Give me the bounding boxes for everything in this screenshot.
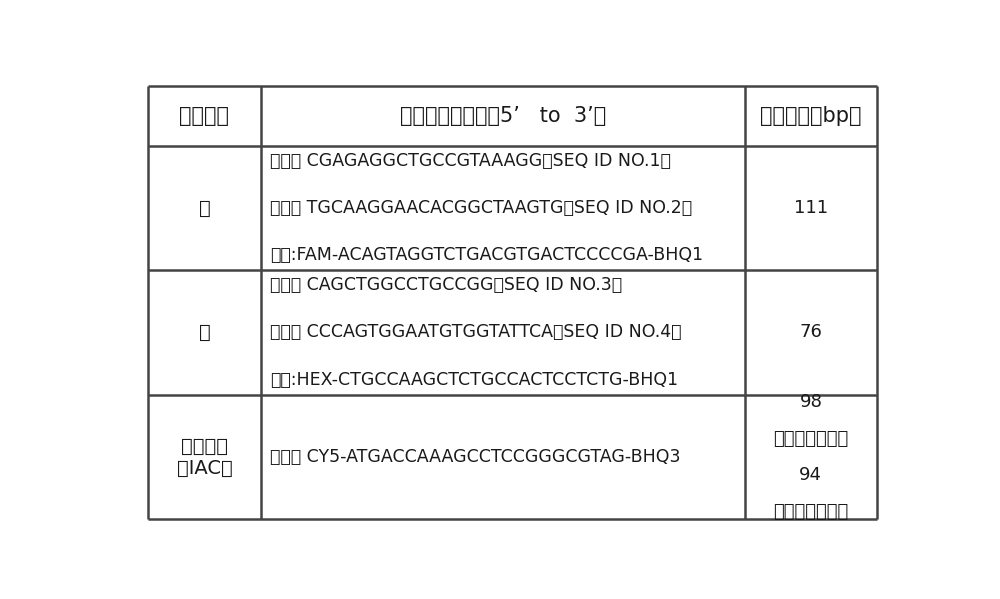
Text: 111: 111 xyxy=(794,199,828,217)
Text: 98: 98 xyxy=(799,393,822,411)
Text: （鸡扩增内标）: （鸡扩增内标） xyxy=(773,503,848,521)
Text: 94: 94 xyxy=(799,466,822,484)
Text: 目标物种: 目标物种 xyxy=(179,105,229,126)
Text: （猪扩增内标）: （猪扩增内标） xyxy=(773,429,848,447)
Text: 探针： CY5-ATGACCAAAGCCTCCGGGCGTAG-BHQ3: 探针： CY5-ATGACCAAAGCCTCCGGGCGTAG-BHQ3 xyxy=(270,448,680,466)
Text: 正向： CAGCTGGCCTGCCGG（SEQ ID NO.3）: 正向： CAGCTGGCCTGCCGG（SEQ ID NO.3） xyxy=(270,276,622,294)
Text: 引物与探针序列（5’   to  3’）: 引物与探针序列（5’ to 3’） xyxy=(400,105,606,126)
Text: 阳性内标
（IAC）: 阳性内标 （IAC） xyxy=(177,437,232,477)
Text: 反向： CCCAGTGGAATGTGGTATTCA（SEQ ID NO.4）: 反向： CCCAGTGGAATGTGGTATTCA（SEQ ID NO.4） xyxy=(270,323,681,341)
Text: 探针:HEX-CTGCCAAGCTCTGCCACTCCTCTG-BHQ1: 探针:HEX-CTGCCAAGCTCTGCCACTCCTCTG-BHQ1 xyxy=(270,371,678,389)
Text: 探针:FAM-ACAGTAGGTCTGACGTGACTCCCCGA-BHQ1: 探针:FAM-ACAGTAGGTCTGACGTGACTCCCCGA-BHQ1 xyxy=(270,246,703,264)
Text: 扩增长度（bp）: 扩增长度（bp） xyxy=(760,105,862,126)
Text: 鸡: 鸡 xyxy=(199,323,210,342)
Text: 正向： CGAGAGGCTGCCGTAAAGG（SEQ ID NO.1）: 正向： CGAGAGGCTGCCGTAAAGG（SEQ ID NO.1） xyxy=(270,152,671,170)
Text: 反向： TGCAAGGAACACGGCTAAGTG（SEQ ID NO.2）: 反向： TGCAAGGAACACGGCTAAGTG（SEQ ID NO.2） xyxy=(270,199,692,217)
Text: 76: 76 xyxy=(799,323,822,341)
Text: 猪: 猪 xyxy=(199,198,210,217)
